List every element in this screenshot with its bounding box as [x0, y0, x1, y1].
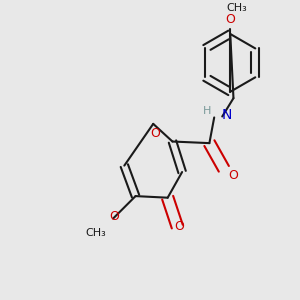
- Text: O: O: [225, 13, 235, 26]
- Text: O: O: [150, 127, 160, 140]
- Text: O: O: [229, 169, 238, 182]
- Text: CH₃: CH₃: [226, 3, 247, 13]
- Text: O: O: [174, 220, 184, 233]
- Text: O: O: [110, 211, 120, 224]
- Text: N: N: [221, 108, 232, 122]
- Text: H: H: [202, 106, 211, 116]
- Text: CH₃: CH₃: [85, 228, 106, 238]
